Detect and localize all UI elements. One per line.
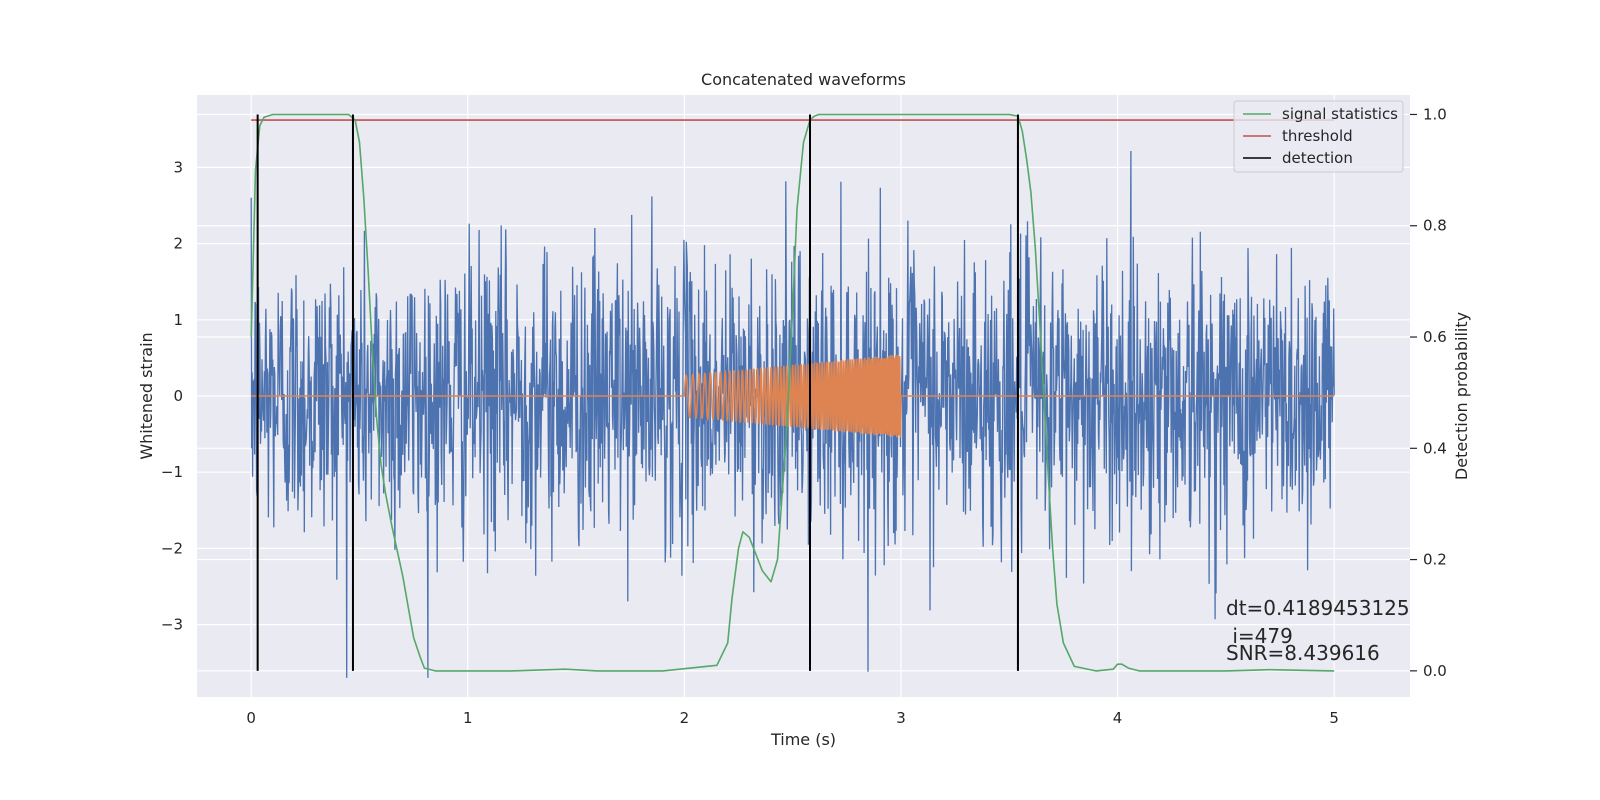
y-axis-ticks: −3 −2 −1 0 1 2 3 [161,158,183,633]
legend-label-detection: detection [1282,149,1353,167]
x-tick-label: 1 [463,709,473,727]
y2-axis-ticks: 0.0 0.2 0.4 0.6 0.8 1.0 [1410,105,1447,680]
annotation-dt: dt=0.4189453125 [1226,596,1410,620]
y2-tick-label: 0.0 [1423,662,1447,680]
chart-title: Concatenated waveforms [701,70,906,89]
detection-series [256,114,1019,671]
noise-series [250,150,1335,678]
x-tick-label: 3 [896,709,906,727]
y2-tick-label: 0.2 [1423,551,1447,569]
noise-line [250,150,1335,678]
x-axis-ticks: 0 1 2 3 4 5 [246,709,1339,727]
injection-line [251,354,1335,438]
y-axis-label: Whitened strain [137,332,156,459]
legend-label-threshold: threshold [1282,127,1353,145]
x-tick-label: 5 [1329,709,1339,727]
x-tick-label: 0 [246,709,256,727]
y-tick-label: 0 [173,387,183,405]
y2-axis-label: Detection probability [1452,312,1471,480]
legend-box [1233,100,1404,173]
y-tick-label: 3 [173,158,183,176]
signal-statistics-series [250,113,1335,672]
y-tick-label: −1 [161,463,183,481]
legend: signal statistics threshold detection [1233,100,1404,173]
y2-tick-label: 0.8 [1423,217,1447,235]
x-axis-label: Time (s) [770,730,836,749]
x-tick-label: 4 [1113,709,1123,727]
annotation-snr: SNR=8.439616 [1226,641,1380,665]
y2-tick-label: 0.6 [1423,328,1447,346]
y-tick-label: −2 [161,539,183,557]
y-tick-label: 2 [173,235,183,253]
injection-series [251,354,1335,438]
y2-tick-label: 1.0 [1423,105,1447,123]
legend-label-signal-statistics: signal statistics [1282,105,1398,123]
annotation-index: i=479 [1226,624,1293,648]
y-tick-label: −3 [161,616,183,634]
x-tick-label: 2 [680,709,690,727]
signal-statistics-line [250,113,1335,672]
y-tick-label: 1 [173,311,183,329]
y2-tick-label: 0.4 [1423,439,1447,457]
